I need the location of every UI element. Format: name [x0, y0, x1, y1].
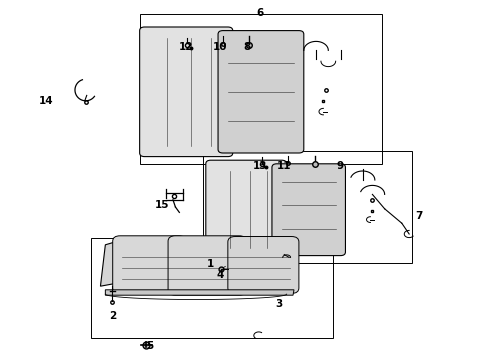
Text: 11: 11 [277, 161, 292, 171]
Text: 12: 12 [179, 42, 194, 52]
FancyBboxPatch shape [168, 236, 246, 295]
Text: 3: 3 [276, 299, 283, 309]
Text: 6: 6 [256, 8, 263, 18]
Text: 8: 8 [244, 42, 251, 52]
Text: 14: 14 [39, 96, 54, 106]
Text: 10: 10 [213, 42, 228, 52]
Text: 5: 5 [146, 341, 153, 351]
Text: 2: 2 [109, 311, 116, 321]
FancyBboxPatch shape [140, 27, 233, 157]
Text: 1: 1 [207, 258, 214, 269]
Bar [140, 14, 382, 164]
FancyBboxPatch shape [206, 160, 287, 259]
Bar [91, 238, 333, 338]
FancyBboxPatch shape [272, 164, 345, 256]
Polygon shape [100, 241, 120, 286]
FancyBboxPatch shape [218, 31, 304, 153]
Text: 4: 4 [217, 270, 224, 280]
Polygon shape [105, 290, 294, 295]
FancyBboxPatch shape [113, 236, 186, 293]
Text: 13: 13 [252, 161, 267, 171]
Text: 7: 7 [415, 211, 423, 221]
Bar [203, 151, 412, 263]
FancyBboxPatch shape [228, 237, 299, 293]
Text: 15: 15 [154, 200, 169, 210]
Text: 9: 9 [337, 161, 344, 171]
